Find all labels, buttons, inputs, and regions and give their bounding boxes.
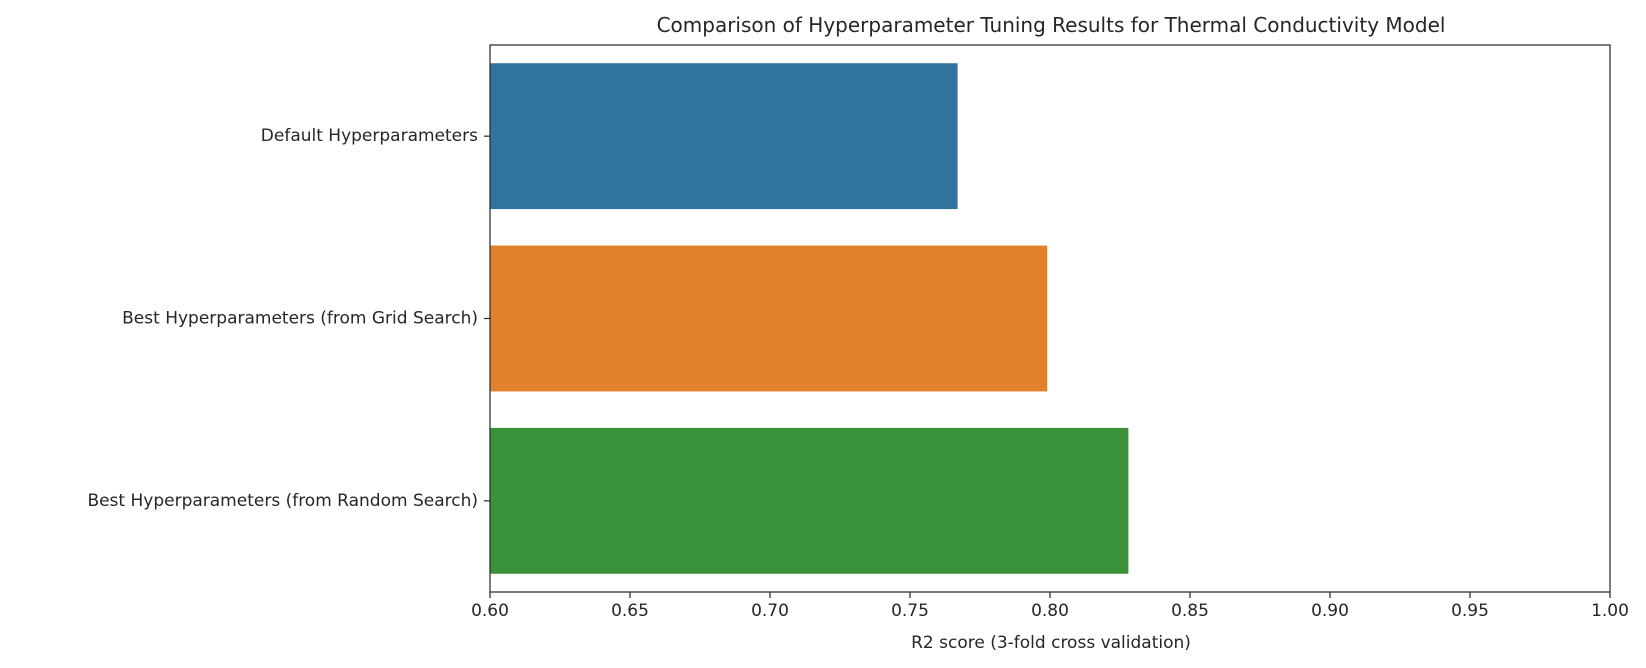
x-tick-label: 0.95 bbox=[1451, 601, 1489, 621]
bar-2 bbox=[490, 245, 1048, 392]
x-tick-label: 0.70 bbox=[751, 601, 789, 621]
x-tick-label: 0.85 bbox=[1171, 601, 1209, 621]
x-axis-label: R2 score (3-fold cross validation) bbox=[911, 633, 1191, 653]
y-tick-label: Best Hyperparameters (from Grid Search) bbox=[122, 309, 478, 329]
y-tick-label: Best Hyperparameters (from Random Search… bbox=[87, 491, 478, 511]
x-tick-label: 0.65 bbox=[611, 601, 649, 621]
x-axis-ticks: 0.60 0.65 0.70 0.75 0.80 0.85 0.90 0.95 1.00 bbox=[471, 592, 1629, 621]
x-tick-label: 0.60 bbox=[471, 601, 509, 621]
y-axis-ticks: Default Hyperparameters Best Hyperparamet… bbox=[87, 126, 490, 511]
x-tick-label: 1.00 bbox=[1591, 601, 1629, 621]
y-tick-label: Default Hyperparameters bbox=[261, 126, 478, 146]
x-tick-label: 0.75 bbox=[891, 601, 929, 621]
x-tick-label: 0.80 bbox=[1031, 601, 1069, 621]
chart-title: Comparison of Hyperparameter Tuning Resu… bbox=[657, 13, 1446, 37]
plot-frame bbox=[489, 44, 1611, 593]
bar-1 bbox=[490, 63, 958, 210]
bar-3 bbox=[490, 427, 1129, 574]
x-tick-label: 0.90 bbox=[1311, 601, 1349, 621]
bars-group bbox=[490, 63, 1129, 574]
